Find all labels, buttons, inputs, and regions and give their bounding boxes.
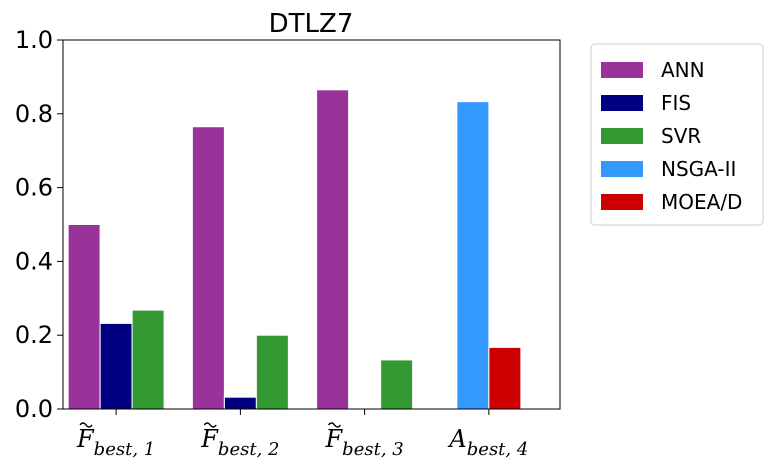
legend-swatch [601,128,643,144]
y-tick-label: 0.8 [15,100,53,128]
x-axis-ticks: Fbest, 1 Fbest, 2 Fbest, 3 Abest, 4 [76,409,528,460]
legend-label: ANN [661,58,705,82]
bars [67,89,522,410]
bar-fis-2 [223,396,257,410]
plot-frame [62,39,561,410]
x-tick-label-subscript: best, 3 [342,439,404,460]
bar-svr-2 [255,334,289,410]
x-tick-label: Fbest, 2 [200,425,279,460]
tilde-accent [79,422,93,428]
bar-moea-d-4 [488,346,522,410]
tilde-accent [327,422,342,428]
bar-svr-1 [131,309,165,410]
x-tick-label-subscript: best, 1 [94,439,156,460]
y-tick-label: 1.0 [15,26,53,54]
bar-fis-1 [99,322,133,410]
legend-swatch [601,95,643,111]
bar-ann-3 [316,89,350,410]
x-tick-label: Abest, 4 [447,425,528,460]
x-tick-label-base: A [447,425,466,453]
legend-box [590,43,764,226]
y-tick-label: 0.0 [15,395,53,423]
x-tick-label-subscript: best, 2 [218,439,280,460]
legend-label: SVR [661,124,701,148]
x-tick-label-subscript: best, 4 [467,439,529,460]
bar-ann-2 [191,126,225,410]
y-axis-ticks: 0.0 0.2 0.4 0.6 0.8 1.0 [15,26,63,423]
legend-swatch [601,194,643,210]
x-tick-label: Fbest, 3 [325,425,404,460]
bar-ann-1 [67,224,101,410]
legend-swatch [601,161,643,177]
legend: ANN FIS SVR NSGA-II MOEA/D [590,43,764,226]
x-tick-label-base: F [76,425,95,453]
legend-label: MOEA/D [661,190,742,214]
bar-svr-3 [380,359,414,410]
y-tick-label: 0.2 [15,321,53,349]
y-tick-label: 0.4 [15,247,53,275]
tilde-accent [203,422,217,428]
x-tick-label: Fbest, 1 [76,425,155,460]
chart-title: DTLZ7 [269,9,354,39]
x-tick-label-base: F [325,425,344,453]
legend-label: FIS [661,91,691,115]
y-tick-label: 0.6 [15,174,53,202]
legend-swatch [601,62,643,78]
bar-nsga-ii-4 [456,101,490,410]
x-tick-label-base: F [200,425,219,453]
legend-label: NSGA-II [661,157,736,181]
